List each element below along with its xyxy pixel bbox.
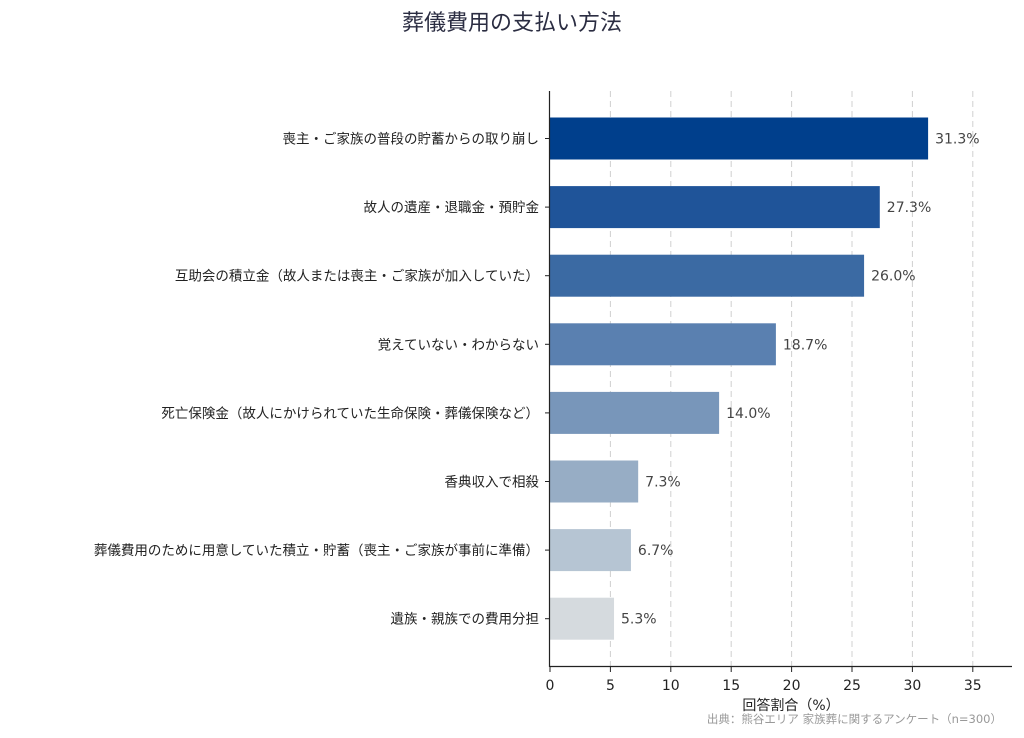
bar — [550, 254, 865, 297]
bar — [550, 323, 776, 366]
x-axis-ticks: 0 5 10 15 20 25 30 35 — [546, 667, 982, 694]
value-labels: 31.3% 27.3% 26.0% 18.7% 14.0% 7.3% 6.7% 5.3% — [621, 132, 980, 628]
value-label: 27.3% — [887, 200, 931, 216]
x-tick-label: 5 — [606, 678, 615, 694]
bar — [550, 460, 639, 503]
x-tick-label: 25 — [843, 678, 861, 694]
bars — [550, 117, 929, 640]
value-label: 6.7% — [638, 543, 674, 559]
value-label: 5.3% — [621, 612, 657, 628]
source-note: 出典：熊谷エリア 家族葬に関するアンケート（n=300） — [707, 712, 1002, 726]
category-label: 葬儀費用のために用意していた積立・貯蓄（喪主・ご家族が事前に準備） — [94, 542, 539, 559]
category-labels: 喪主・ご家族の普段の貯蓄からの取り崩し故人の遺産・退職金・預貯金互助会の積立金（… — [94, 131, 550, 628]
gridlines — [609, 91, 974, 667]
category-label: 死亡保険金（故人にかけられていた生命保険・葬儀保険など） — [161, 405, 539, 422]
value-label: 14.0% — [726, 406, 770, 422]
category-label: 互助会の積立金（故人または喪主・ご家族が加入していた） — [175, 268, 539, 285]
category-label: 香典収入で相殺 — [445, 475, 540, 491]
category-label: 遺族・親族での費用分担 — [391, 612, 540, 628]
x-tick-label: 35 — [964, 678, 982, 694]
bar — [550, 529, 631, 572]
x-tick-label: 15 — [722, 678, 740, 694]
bar — [550, 391, 720, 434]
x-tick-label: 10 — [662, 678, 680, 694]
x-tick-label: 20 — [783, 678, 801, 694]
x-tick-label: 0 — [546, 678, 555, 694]
bar — [550, 117, 929, 160]
value-label: 26.0% — [871, 269, 915, 285]
category-label: 喪主・ご家族の普段の貯蓄からの取り崩し — [283, 131, 540, 148]
value-label: 18.7% — [783, 337, 827, 353]
value-label: 7.3% — [645, 475, 681, 491]
bar — [550, 186, 880, 229]
chart-title: 葬儀費用の支払い方法 — [402, 11, 622, 36]
value-label: 31.3% — [935, 132, 979, 148]
category-label: 覚えていない・わからない — [378, 337, 539, 353]
category-label: 故人の遺産・退職金・預貯金 — [364, 200, 540, 216]
x-tick-label: 30 — [903, 678, 921, 694]
bar — [550, 597, 615, 640]
x-axis-label: 回答割合（%） — [742, 697, 839, 714]
